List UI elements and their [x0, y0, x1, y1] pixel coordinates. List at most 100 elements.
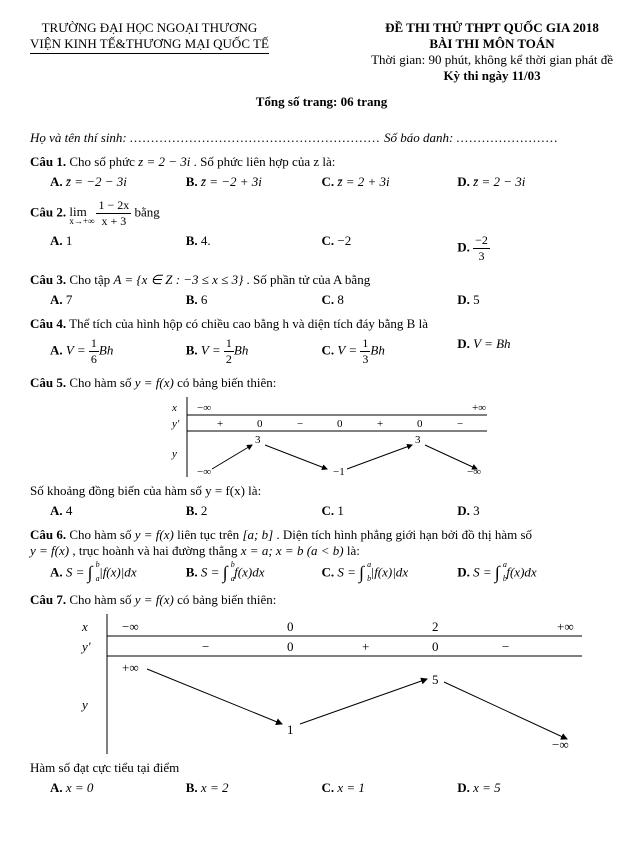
q5-label: Câu 5.: [30, 375, 66, 390]
name-label: Họ và tên thí sinh:: [30, 130, 127, 145]
q1-B: B. z̄ = −2 + 3i: [186, 174, 322, 190]
q7-D: D. x = 5: [457, 780, 593, 796]
svg-text:−∞: −∞: [122, 619, 139, 634]
svg-text:+: +: [377, 418, 383, 430]
svg-text:−∞: −∞: [552, 737, 569, 752]
q4-B: B. V = 12Bh: [186, 336, 322, 367]
q1-D: D. z̄ = 2 − 3i: [457, 174, 593, 190]
q5-A: A. 4: [50, 503, 186, 519]
exam-subject: BÀI THI MÔN TOÁN: [371, 36, 613, 52]
q1-text: Cho số phức: [69, 154, 138, 169]
q4-options: A. V = 16Bh B. V = 12Bh C. V = 13Bh D. V…: [30, 336, 613, 367]
question-2: Câu 2. lim x→+∞ 1 − 2x x + 3 bằng A. 1 B…: [30, 198, 613, 264]
q3-B: B. 6: [186, 292, 322, 308]
svg-text:0: 0: [337, 418, 343, 430]
id-label: Số báo danh:: [384, 130, 453, 145]
svg-text:x: x: [81, 619, 88, 634]
q6-C: C. S = ∫ab |f(x)|dx: [322, 563, 458, 584]
svg-text:y: y: [171, 448, 177, 460]
q7-label: Câu 7.: [30, 592, 66, 607]
svg-text:+: +: [362, 639, 369, 654]
exam-title: ĐỀ THI THỬ THPT QUỐC GIA 2018: [371, 20, 613, 36]
q7-A: A. x = 0: [50, 780, 186, 796]
svg-text:1: 1: [287, 722, 294, 737]
q4-C: C. V = 13Bh: [322, 336, 458, 367]
question-3: Câu 3. Cho tập A = {x ∈ Z : −3 ≤ x ≤ 3} …: [30, 272, 613, 308]
q2-D: D. −23: [457, 233, 593, 264]
svg-text:0: 0: [257, 418, 263, 430]
q6-B: B. S = ∫ba f(x)dx: [186, 563, 322, 584]
question-1: Câu 1. Cho số phức z = 2 − 3i . Số phức …: [30, 154, 613, 190]
svg-text:0: 0: [287, 639, 294, 654]
q7-B: B. x = 2: [186, 780, 322, 796]
q6-options: A. S = ∫ba |f(x)|dx B. S = ∫ba f(x)dx C.…: [30, 563, 613, 584]
svg-text:+∞: +∞: [557, 619, 574, 634]
svg-text:−: −: [297, 418, 303, 430]
q5-conclusion: Số khoảng đồng biến của hàm số y = f(x) …: [30, 483, 613, 499]
q6-label: Câu 6.: [30, 527, 66, 542]
q4-D: D. V = Bh: [457, 336, 593, 367]
header-school: TRƯỜNG ĐẠI HỌC NGOẠI THƯƠNG VIỆN KINH TẾ…: [30, 20, 269, 84]
q5-C: C. 1: [322, 503, 458, 519]
svg-text:0: 0: [432, 639, 439, 654]
svg-text:5: 5: [432, 672, 439, 687]
q5-B: B. 2: [186, 503, 322, 519]
svg-text:+∞: +∞: [122, 660, 139, 675]
page-count: Tổng số trang: 06 trang: [30, 94, 613, 110]
header-exam: ĐỀ THI THỬ THPT QUỐC GIA 2018 BÀI THI MÔ…: [371, 20, 613, 84]
q5-variation-table: x y' y −∞ +∞ + 0 − 0 + 0 − −∞ 3 −1 3 −∞: [157, 397, 487, 477]
svg-text:3: 3: [415, 434, 421, 446]
q5-options: A. 4 B. 2 C. 1 D. 3: [30, 503, 613, 519]
exam-date: Kỳ thi ngày 11/03: [371, 68, 613, 84]
q3-options: A. 7 B. 6 C. 8 D. 5: [30, 292, 613, 308]
svg-text:−: −: [202, 639, 209, 654]
q4-label: Câu 4.: [30, 316, 66, 331]
q3-A: A. 7: [50, 292, 186, 308]
q1-label: Câu 1.: [30, 154, 66, 169]
q1-tail: . Số phức liên hợp của z là:: [194, 154, 336, 169]
question-6: Câu 6. Cho hàm số y = f(x) liên tục trên…: [30, 527, 613, 584]
svg-text:0: 0: [287, 619, 294, 634]
q6-A: A. S = ∫ba |f(x)|dx: [50, 563, 186, 584]
id-dots: ........................: [457, 130, 559, 145]
svg-text:−1: −1: [333, 466, 345, 477]
svg-text:3: 3: [255, 434, 261, 446]
q2-options: A. 1 B. 4. C. −2 D. −23: [30, 233, 613, 264]
q3-D: D. 5: [457, 292, 593, 308]
q5-D: D. 3: [457, 503, 593, 519]
question-4: Câu 4. Thể tích của hình hộp có chiều ca…: [30, 316, 613, 367]
svg-text:y': y': [80, 639, 91, 654]
school-line-1: TRƯỜNG ĐẠI HỌC NGOẠI THƯƠNG: [30, 20, 269, 36]
school-line-2: VIỆN KINH TẾ&THƯƠNG MẠI QUỐC TẾ: [30, 36, 269, 54]
q1-C: C. z̄ = 2 + 3i: [322, 174, 458, 190]
q1-A: A. z̄ = −2 − 3i: [50, 174, 186, 190]
exam-time: Thời gian: 90 phút, không kể thời gian p…: [371, 52, 613, 68]
svg-text:2: 2: [432, 619, 439, 634]
q1-options: A. z̄ = −2 − 3i B. z̄ = −2 + 3i C. z̄ = …: [30, 174, 613, 190]
svg-text:0: 0: [417, 418, 423, 430]
question-5: Câu 5. Cho hàm số y = f(x) có bảng biến …: [30, 375, 613, 519]
svg-text:−∞: −∞: [197, 402, 211, 414]
svg-text:y': y': [171, 418, 180, 430]
q7-variation-table: x y' y −∞ 0 2 +∞ − 0 + 0 − +∞ 1 5 −∞: [62, 614, 582, 754]
q7-options: A. x = 0 B. x = 2 C. x = 1 D. x = 5: [30, 780, 613, 796]
svg-text:−: −: [457, 418, 463, 430]
q3-label: Câu 3.: [30, 272, 66, 287]
q2-C: C. −2: [322, 233, 458, 264]
svg-text:x: x: [171, 402, 177, 414]
q4-A: A. V = 16Bh: [50, 336, 186, 367]
q1-expr: z = 2 − 3i: [138, 154, 190, 169]
svg-text:−∞: −∞: [197, 466, 211, 477]
name-dots: ........................................…: [130, 130, 381, 145]
svg-text:+∞: +∞: [472, 402, 486, 414]
question-7: Câu 7. Cho hàm số y = f(x) có bảng biến …: [30, 592, 613, 796]
header: TRƯỜNG ĐẠI HỌC NGOẠI THƯƠNG VIỆN KINH TẾ…: [30, 20, 613, 84]
svg-text:−: −: [502, 639, 509, 654]
q2-label: Câu 2.: [30, 204, 66, 219]
q2-lim: lim x→+∞ 1 − 2x x + 3: [69, 204, 134, 219]
student-line: Họ và tên thí sinh: ....................…: [30, 130, 613, 146]
q7-conclusion: Hàm số đạt cực tiểu tại điểm: [30, 760, 613, 776]
q3-C: C. 8: [322, 292, 458, 308]
q7-C: C. x = 1: [322, 780, 458, 796]
q6-D: D. S = ∫ab f(x)dx: [457, 563, 593, 584]
